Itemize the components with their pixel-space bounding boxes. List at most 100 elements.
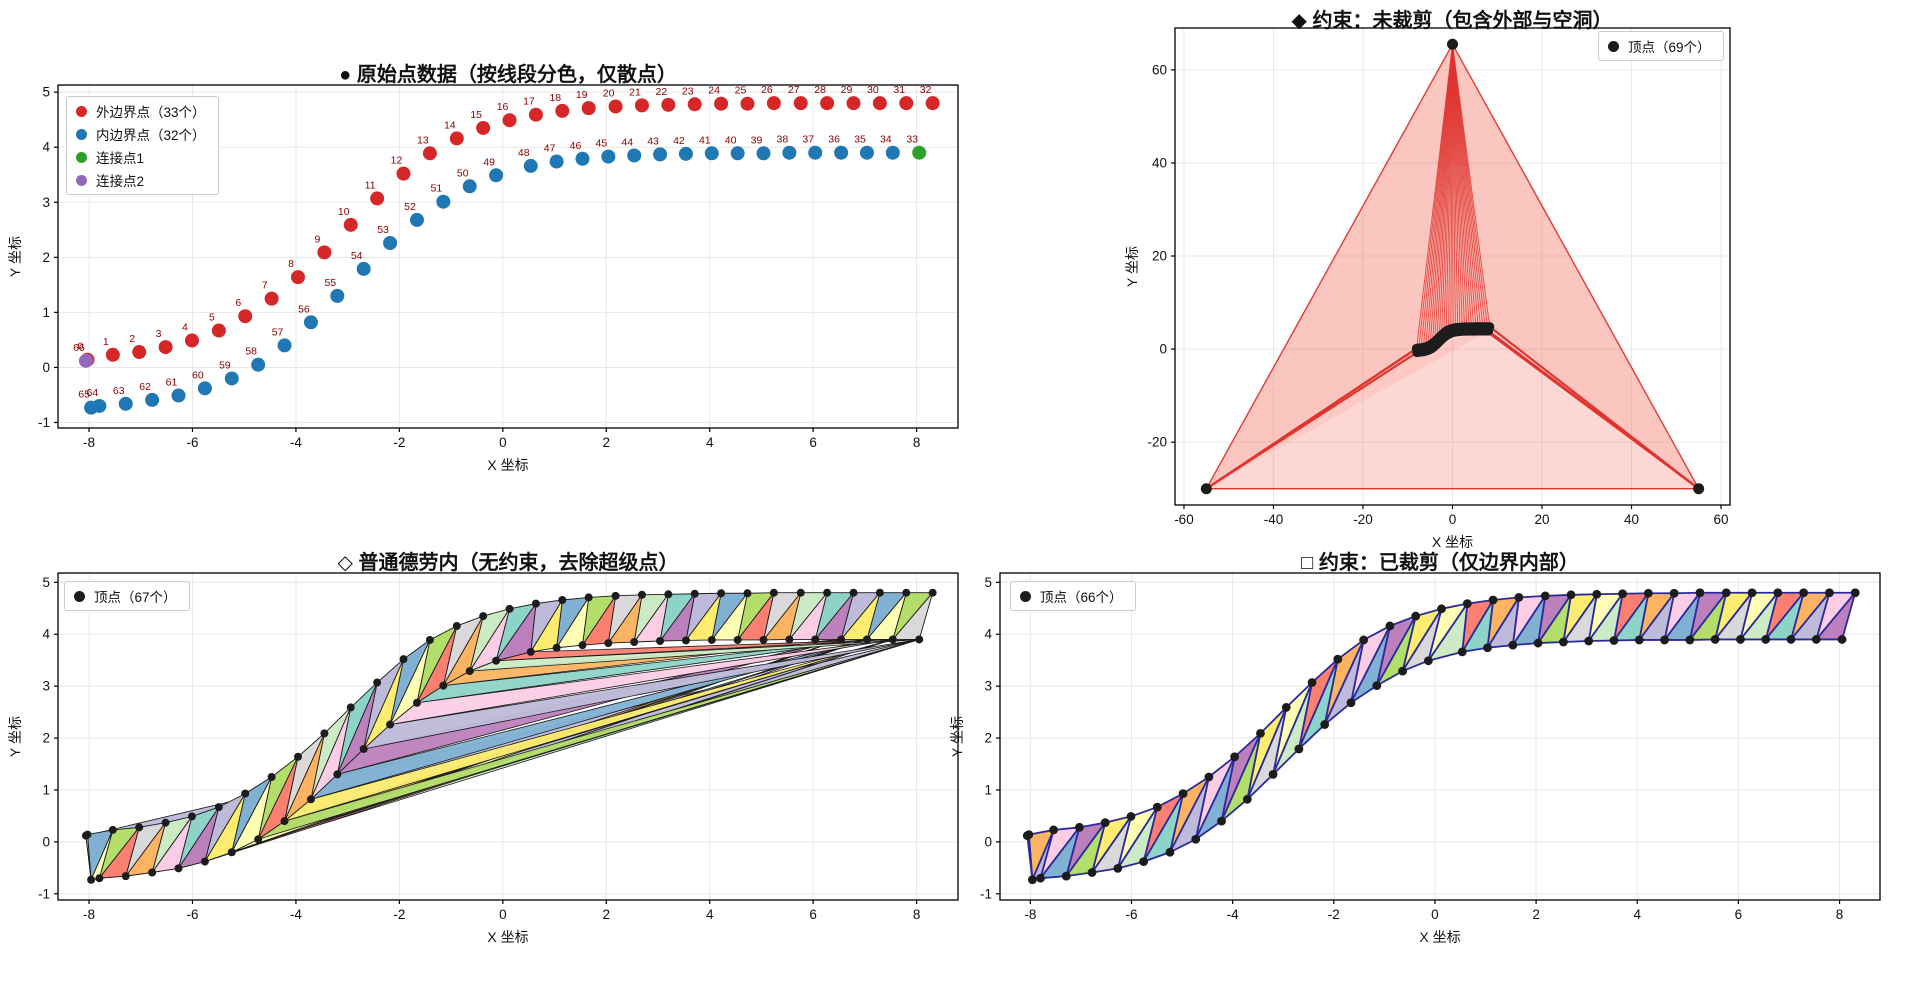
svg-text:60: 60 (1714, 512, 1729, 527)
legend-item-inner: 内边界点（32个） (76, 124, 206, 144)
svg-text:1: 1 (103, 336, 109, 348)
svg-text:32: 32 (920, 84, 932, 96)
svg-text:0: 0 (1449, 512, 1457, 527)
svg-text:61: 61 (166, 377, 178, 389)
legend-item-label: 顶点（66个） (1040, 590, 1123, 605)
svg-text:6: 6 (235, 297, 241, 309)
svg-text:24: 24 (708, 85, 720, 97)
svg-text:35: 35 (854, 134, 866, 146)
svg-text:5: 5 (42, 575, 50, 590)
svg-text:-1: -1 (980, 886, 992, 901)
svg-text:22: 22 (656, 86, 668, 98)
svg-text:33: 33 (906, 134, 918, 146)
svg-text:26: 26 (761, 84, 773, 96)
svg-text:51: 51 (431, 183, 443, 195)
svg-text:4: 4 (42, 627, 50, 642)
vertex-swatch-icon (74, 590, 85, 602)
svg-text:-8: -8 (1024, 907, 1036, 922)
svg-text:8: 8 (1836, 907, 1844, 922)
plot-uncropped-title: ◆ 约束：未裁剪（包含外部与空洞） (1291, 10, 1613, 32)
legend-cropped: 顶点（66个） (1010, 581, 1136, 611)
svg-text:0: 0 (1159, 342, 1167, 357)
svg-text:46: 46 (570, 140, 582, 152)
svg-text:31: 31 (893, 84, 905, 96)
svg-text:X 坐标: X 坐标 (487, 929, 528, 945)
svg-text:20: 20 (603, 87, 615, 99)
svg-text:0: 0 (1431, 907, 1439, 922)
svg-text:0: 0 (984, 834, 992, 849)
svg-text:5: 5 (209, 312, 215, 324)
svg-text:12: 12 (391, 155, 403, 167)
svg-text:7: 7 (262, 280, 268, 292)
svg-text:16: 16 (497, 101, 509, 113)
svg-text:58: 58 (245, 346, 257, 358)
svg-text:Y 坐标: Y 坐标 (1124, 246, 1140, 287)
svg-text:0: 0 (499, 907, 507, 922)
svg-text:4: 4 (984, 627, 992, 642)
svg-text:4: 4 (1633, 907, 1641, 922)
legend-item-label: 顶点（67个） (94, 590, 177, 605)
svg-text:-20: -20 (1353, 512, 1373, 527)
svg-text:29: 29 (841, 84, 853, 96)
svg-text:4: 4 (182, 321, 188, 333)
svg-text:-1: -1 (38, 886, 50, 901)
legend-delaunay: 顶点（67个） (64, 581, 190, 611)
svg-text:40: 40 (1152, 155, 1167, 170)
svg-text:5: 5 (42, 85, 50, 100)
svg-text:52: 52 (404, 201, 416, 213)
svg-text:X 坐标: X 坐标 (487, 457, 528, 473)
legend-item-outer: 外边界点（33个） (76, 101, 206, 121)
svg-text:20: 20 (1152, 249, 1167, 264)
legend-item-label: 内边界点（32个） (96, 128, 206, 143)
svg-text:-4: -4 (290, 907, 302, 922)
svg-text:1: 1 (984, 782, 992, 797)
svg-text:21: 21 (629, 86, 641, 98)
svg-text:15: 15 (470, 109, 482, 121)
svg-text:2: 2 (1532, 907, 1540, 922)
svg-text:2: 2 (603, 907, 611, 922)
conn1-swatch-icon (76, 151, 87, 163)
svg-text:4: 4 (42, 140, 50, 155)
vertex-swatch-icon (1020, 590, 1031, 602)
svg-text:50: 50 (457, 167, 469, 179)
svg-text:3: 3 (42, 195, 50, 210)
svg-text:2: 2 (603, 435, 611, 450)
svg-text:11: 11 (365, 179, 376, 191)
legend-original: 外边界点（33个） 内边界点（32个） 连接点1 连接点2 (66, 96, 219, 195)
svg-text:Y 坐标: Y 坐标 (7, 716, 23, 757)
svg-text:39: 39 (751, 134, 763, 146)
svg-text:34: 34 (880, 134, 892, 146)
svg-text:1: 1 (42, 782, 50, 797)
svg-text:0: 0 (499, 435, 507, 450)
svg-text:2: 2 (42, 731, 50, 746)
svg-text:8: 8 (288, 258, 294, 270)
svg-text:X 坐标: X 坐标 (1432, 534, 1473, 550)
svg-text:38: 38 (777, 134, 789, 146)
svg-text:6: 6 (809, 907, 817, 922)
svg-text:40: 40 (725, 134, 737, 146)
legend-item-label: 外边界点（33个） (96, 105, 206, 120)
outer-point-swatch-icon (76, 105, 87, 117)
svg-text:40: 40 (1624, 512, 1639, 527)
legend-item-vertices: 顶点（69个） (1608, 36, 1711, 56)
svg-text:1: 1 (42, 305, 50, 320)
svg-text:0: 0 (78, 341, 84, 353)
svg-text:-8: -8 (83, 907, 95, 922)
svg-text:-20: -20 (1147, 435, 1167, 450)
plot-delaunay-title: ◇ 普通德劳内（无约束，去除超级点） (337, 552, 679, 574)
svg-text:59: 59 (219, 359, 231, 371)
svg-text:48: 48 (518, 147, 530, 159)
svg-text:-6: -6 (186, 435, 198, 450)
svg-text:30: 30 (867, 84, 879, 96)
svg-text:10: 10 (338, 206, 350, 218)
plot-original-title: ● 原始点数据（按线段分色，仅散点） (339, 64, 677, 86)
svg-text:-2: -2 (393, 435, 405, 450)
svg-text:-4: -4 (290, 435, 302, 450)
svg-text:65: 65 (78, 389, 90, 401)
svg-text:5: 5 (984, 575, 992, 590)
svg-text:64: 64 (87, 387, 99, 399)
svg-text:13: 13 (417, 134, 429, 146)
svg-text:2: 2 (129, 333, 135, 345)
svg-text:8: 8 (913, 435, 921, 450)
